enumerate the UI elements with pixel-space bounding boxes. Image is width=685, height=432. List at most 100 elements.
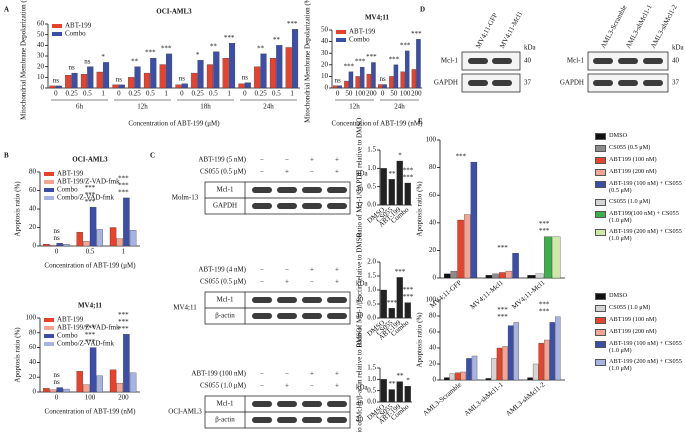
x-tick-label: MV4;11-GFP xyxy=(428,279,463,310)
significance-label: *** xyxy=(118,325,129,333)
bar xyxy=(505,270,513,279)
bar xyxy=(380,379,387,403)
lane-label: MV4;11-GFP xyxy=(474,12,499,50)
y-tick-label: 1.0 xyxy=(367,164,376,172)
bar xyxy=(206,64,214,89)
significance-label: ns xyxy=(116,75,123,83)
y-tick-label: 40 xyxy=(429,218,437,226)
legend-swatch xyxy=(595,229,606,236)
significance-label: *** xyxy=(411,30,422,38)
bar xyxy=(492,273,499,279)
condition-sign: + xyxy=(335,382,339,390)
condition-sign: + xyxy=(310,156,314,164)
bar xyxy=(49,389,57,393)
bar xyxy=(389,76,394,89)
legend-label: ABT-199 xyxy=(57,170,84,178)
bar xyxy=(213,51,220,89)
x-tick-label: 0.25 xyxy=(66,90,79,98)
legend-label: Combo xyxy=(57,332,78,340)
condition-label: CS055 (0.5 μM) xyxy=(200,278,247,286)
legend-swatch xyxy=(595,329,606,336)
condition-sign: − xyxy=(310,278,314,286)
x-tick-label: 0 xyxy=(243,90,247,98)
blot-band xyxy=(327,187,347,193)
significance-label: * xyxy=(406,377,410,385)
y-tick-label: 40 xyxy=(321,37,329,45)
legend-label: ABT-199 (100 nM) + CS055 (0.5 μM) xyxy=(609,180,682,194)
legend-swatch xyxy=(595,181,606,188)
bar xyxy=(269,57,277,89)
legend-swatch xyxy=(595,359,606,366)
y-tick-label: 60 xyxy=(37,20,45,28)
legend-label: ABT-199 (200 nM) + CS055 (1.0 μM) xyxy=(609,358,682,372)
significance-label: ** xyxy=(397,372,405,380)
y-axis-label: Ratio of Mcl-1/β-actin relative to DMSO xyxy=(356,328,364,432)
significance-label: *** xyxy=(403,293,414,301)
significance-label: *** xyxy=(389,55,400,63)
y-tick-label: 10 xyxy=(321,72,329,80)
significance-label: *** xyxy=(344,62,355,70)
legend-swatch xyxy=(595,341,606,348)
significance-label: *** xyxy=(118,182,129,190)
y-tick-label: 0 xyxy=(325,84,329,92)
condition-sign: + xyxy=(310,266,314,274)
panel-label: C xyxy=(150,152,155,160)
legend-label: ABT199 (200 nM) xyxy=(609,168,657,175)
y-tick-label: 30 xyxy=(321,49,329,57)
bar xyxy=(491,358,497,381)
bar xyxy=(396,381,403,403)
blot-band xyxy=(252,203,272,209)
legend-label: Combo/Z-VAD-fmk xyxy=(57,194,115,202)
band-label: Mcl-1 xyxy=(441,57,459,65)
significance-label: ns xyxy=(53,76,60,84)
x-tick-label: 0 xyxy=(336,90,340,98)
legend-item: ABT199 (100 nM) xyxy=(595,316,685,324)
cell-line-label: Molm-13 xyxy=(172,194,199,202)
x-tick-label: 1 xyxy=(101,90,105,98)
blot-band xyxy=(302,297,322,303)
bar xyxy=(380,289,387,319)
bar xyxy=(544,339,550,381)
legend-swatch xyxy=(595,169,606,176)
bar xyxy=(76,371,83,393)
bar xyxy=(228,43,236,89)
blot-band xyxy=(302,203,322,209)
significance-label: *** xyxy=(395,268,406,276)
significance-label: *** xyxy=(85,184,96,192)
bar xyxy=(65,75,72,89)
band-kda: 40 xyxy=(356,400,364,408)
condition-sign: − xyxy=(260,278,264,286)
legend-swatch xyxy=(52,24,62,28)
x-tick-label: 100 xyxy=(400,90,411,98)
significance-label: *** xyxy=(403,286,414,294)
bar xyxy=(382,84,387,89)
bar xyxy=(63,388,70,393)
significance-label: *** xyxy=(387,299,398,307)
x-tick-label: 0 xyxy=(55,394,59,402)
legend-label: ABT-199 xyxy=(349,28,376,36)
bar xyxy=(96,229,103,247)
x-tick-label: 1 xyxy=(290,90,294,98)
y-tick-label: 100 xyxy=(26,314,37,322)
significance-label: ** xyxy=(273,36,281,44)
bar xyxy=(222,57,229,89)
y-tick-label: 60 xyxy=(29,343,37,351)
legend-item: DMSO xyxy=(595,132,685,140)
y-tick-label: 0.5 xyxy=(367,182,376,190)
x-axis-label: Concentration of ABT-199 (nM) xyxy=(332,120,424,128)
bar xyxy=(371,62,376,89)
blot-band xyxy=(252,417,272,423)
bar xyxy=(359,66,365,89)
bar xyxy=(552,236,561,279)
bar xyxy=(129,230,137,247)
blot-band xyxy=(327,313,347,319)
bar xyxy=(393,64,399,89)
bar xyxy=(49,244,57,247)
legend-label: ABT-199 xyxy=(65,22,92,30)
band-label: β-actin xyxy=(215,416,235,424)
bar xyxy=(332,85,338,89)
significance-label: *** xyxy=(85,331,96,339)
bar xyxy=(344,80,349,89)
bar xyxy=(116,238,123,247)
y-tick-label: 40 xyxy=(29,358,37,366)
